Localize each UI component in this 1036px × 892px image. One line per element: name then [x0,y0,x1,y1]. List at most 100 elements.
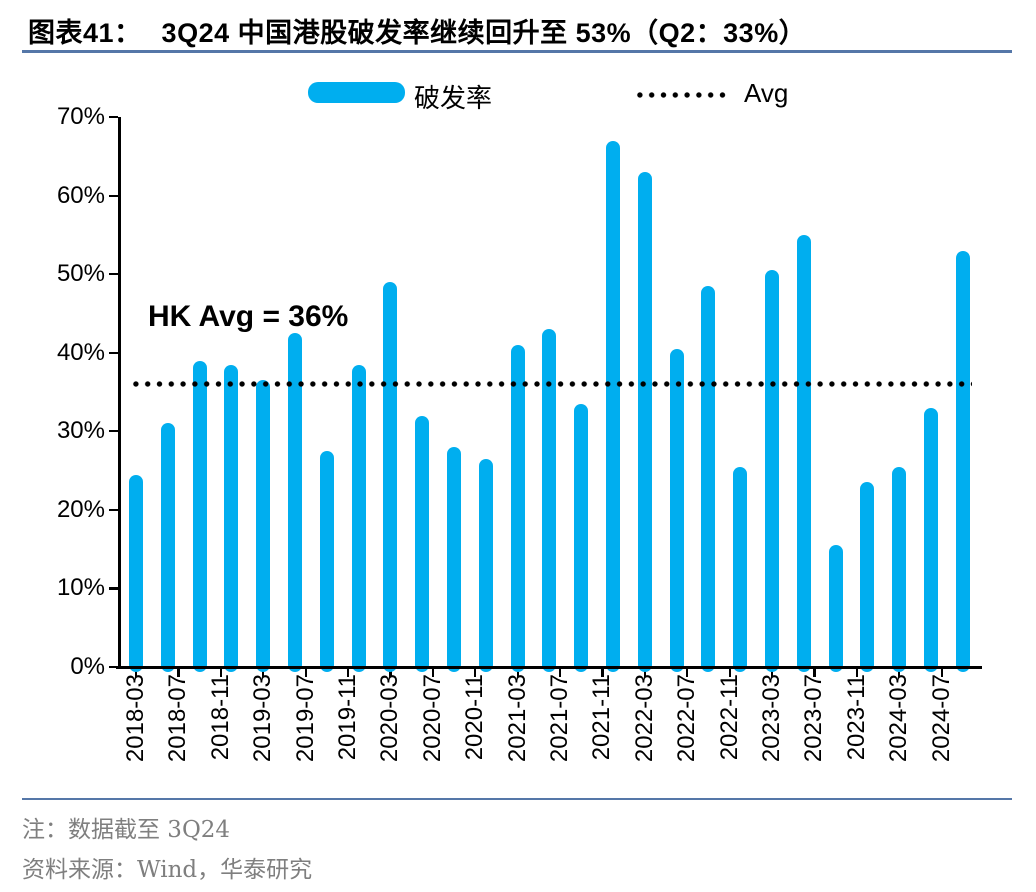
bar [224,364,239,672]
footnote-data-cutoff: 注：数据截至 3Q24 [22,817,231,843]
bar [288,333,302,672]
x-axis-label: 2020-11 [461,674,489,761]
bar [637,172,652,672]
bar [542,329,557,672]
x-axis-label: 2020-03 [376,674,404,763]
y-axis-label: 30% [56,417,105,445]
bar [733,466,748,672]
x-axis-label: 2018-11 [206,674,234,761]
y-axis-label: 10% [56,574,105,602]
y-axis-label: 50% [56,260,105,288]
bar [256,380,271,672]
bar [447,447,461,672]
y-axis-label: 40% [56,338,105,366]
bar [860,482,875,672]
x-axis-tick [728,668,731,677]
bar [478,458,493,672]
x-axis-tick [389,668,392,677]
x-axis-tick [135,668,138,677]
y-axis-tick [109,587,118,590]
x-axis-tick [219,668,222,677]
bar [351,364,366,672]
x-axis-tick [898,668,901,677]
x-axis-label: 2023-07 [800,674,828,763]
bar [415,415,430,672]
y-axis-label: 0% [70,653,105,680]
bar [701,285,716,672]
x-axis-tick [262,668,265,677]
footer-divider [22,798,1012,800]
x-axis-tick [516,668,519,677]
x-axis-tick [431,668,434,677]
x-axis-tick [771,668,774,677]
x-axis-label: 2022-11 [715,674,743,761]
y-axis-tick [109,273,118,276]
x-axis-line [116,666,982,669]
x-axis-label: 2020-07 [418,674,446,763]
legend-avg-label: Avg [744,78,789,108]
y-axis-line [118,117,121,669]
bar [510,344,525,672]
legend-bar-label: 破发率 [414,84,493,114]
x-axis-label: 2019-11 [334,674,361,761]
y-axis-tick [109,194,118,197]
x-axis-tick [813,668,816,677]
y-axis-label: 70% [56,103,105,130]
x-axis-tick [601,668,604,677]
x-axis-label: 2021-07 [546,674,573,763]
bar [955,250,970,672]
x-axis-tick [177,668,180,677]
x-axis-label: 2023-03 [758,674,785,763]
figure-title-text: 3Q24 中国港股破发率继续回升至 53%（Q2：33%） [161,18,807,48]
bar [319,450,334,672]
x-axis-label: 2023-11 [842,674,870,761]
x-axis-label: 2018-03 [122,674,149,763]
footnote-source: 资料来源：Wind，华泰研究 [22,857,313,883]
y-axis-tick [109,351,118,354]
bar [129,474,143,672]
title-divider [22,50,1012,53]
x-axis-label: 2021-11 [588,674,616,761]
bar [892,466,907,672]
avg-dotted-line [130,380,972,389]
figure-number: 图表41： [28,18,142,48]
bar [765,270,779,672]
x-axis-label: 2024-03 [885,674,913,763]
x-axis-label: 2022-07 [673,674,701,763]
bar [796,234,811,672]
x-axis-label: 2018-07 [164,674,192,763]
bar [160,423,175,672]
x-axis-label: 2019-07 [291,674,319,763]
x-axis-label: 2021-03 [503,674,531,763]
avg-annotation: HK Avg = 36% [148,300,349,333]
legend-bar-swatch [308,82,405,103]
x-axis-tick [347,668,350,677]
legend-avg-dotted-swatch [634,91,730,99]
x-axis-tick [304,668,307,677]
plot-area: HK Avg = 36% 0% 10% 20% 30% 40% 50% 60% 70% 2018… [57,103,982,762]
y-axis-label: 20% [56,495,105,523]
figure-title: 图表41： 3Q24 中国港股破发率继续回升至 53%（Q2：33%） [28,11,806,50]
bar [383,282,398,672]
x-axis-label: 2024-07 [927,674,955,763]
bar [669,348,684,672]
y-axis-label: 60% [56,181,105,209]
bar [574,403,589,672]
x-axis-tick [686,668,689,677]
x-axis-tick [855,668,858,677]
y-axis-tick [109,666,118,669]
x-axis-tick [559,668,562,677]
bar [924,407,938,672]
y-axis-tick [109,508,118,512]
x-axis-label: 2019-03 [249,674,277,763]
bar [192,360,207,672]
x-axis-tick [474,668,477,677]
bar [828,545,843,672]
x-axis-tick [643,668,646,677]
x-axis-tick [940,668,943,677]
bar [606,140,620,672]
x-axis-label: 2022-03 [630,674,658,763]
y-axis-tick [109,116,118,119]
y-axis-tick [109,430,118,433]
